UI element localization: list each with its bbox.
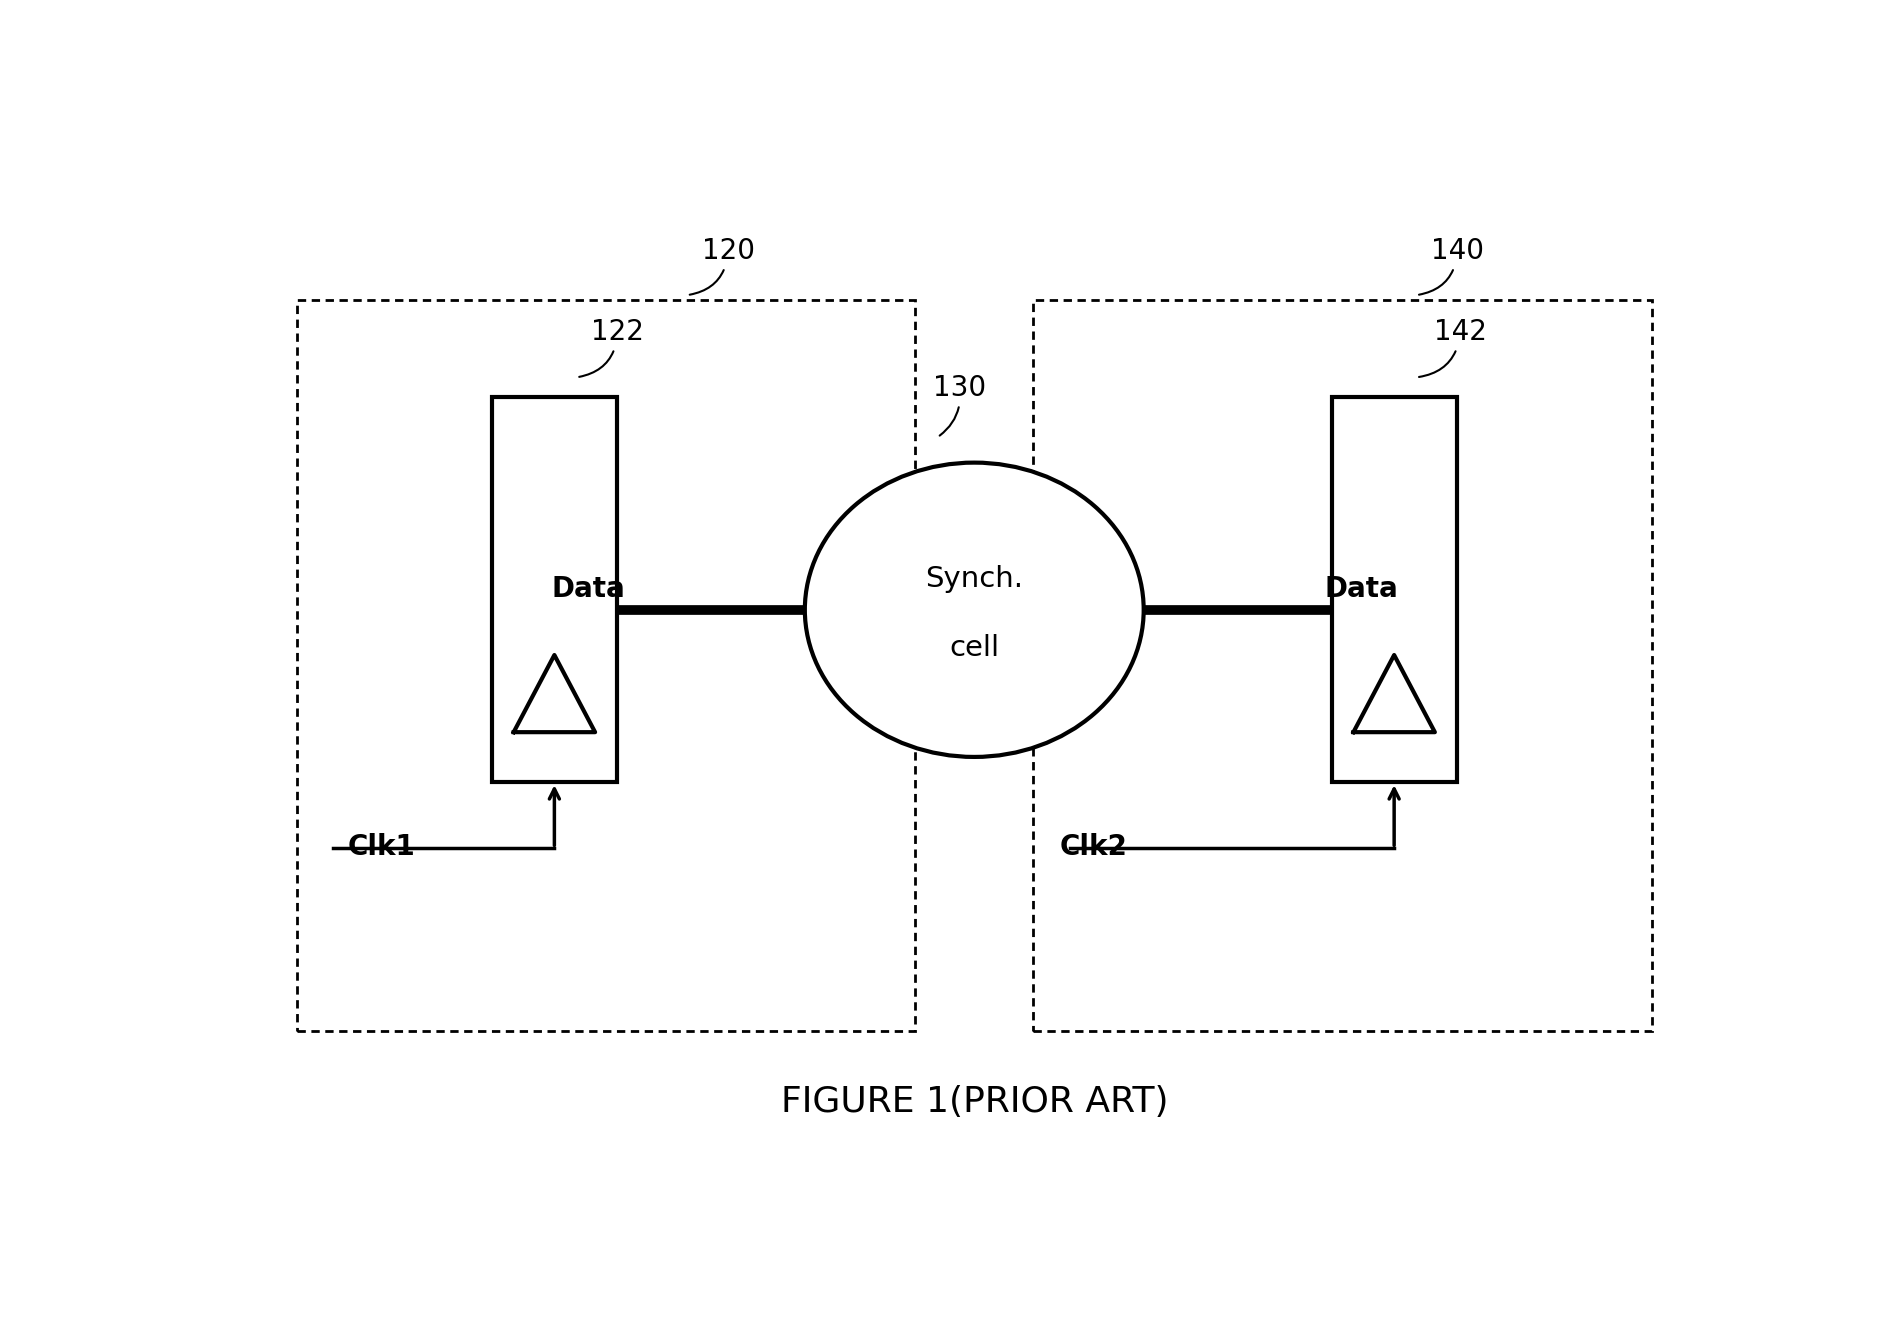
- Bar: [1034, 301, 1652, 1031]
- Text: Clk2: Clk2: [1059, 833, 1127, 861]
- Ellipse shape: [804, 463, 1144, 757]
- Text: cell: cell: [949, 634, 1000, 663]
- Bar: [1331, 397, 1456, 783]
- Text: 122: 122: [580, 318, 644, 377]
- Text: 120: 120: [690, 237, 755, 295]
- Text: 140: 140: [1418, 237, 1485, 295]
- Text: Clk1: Clk1: [348, 833, 416, 861]
- Text: Data: Data: [551, 575, 625, 602]
- Bar: [492, 397, 618, 783]
- Text: Synch.: Synch.: [926, 565, 1023, 593]
- Bar: [297, 301, 916, 1031]
- Text: 142: 142: [1418, 318, 1487, 377]
- Text: Data: Data: [1325, 575, 1399, 602]
- Text: FIGURE 1(PRIOR ART): FIGURE 1(PRIOR ART): [781, 1085, 1167, 1119]
- Text: 130: 130: [933, 374, 987, 436]
